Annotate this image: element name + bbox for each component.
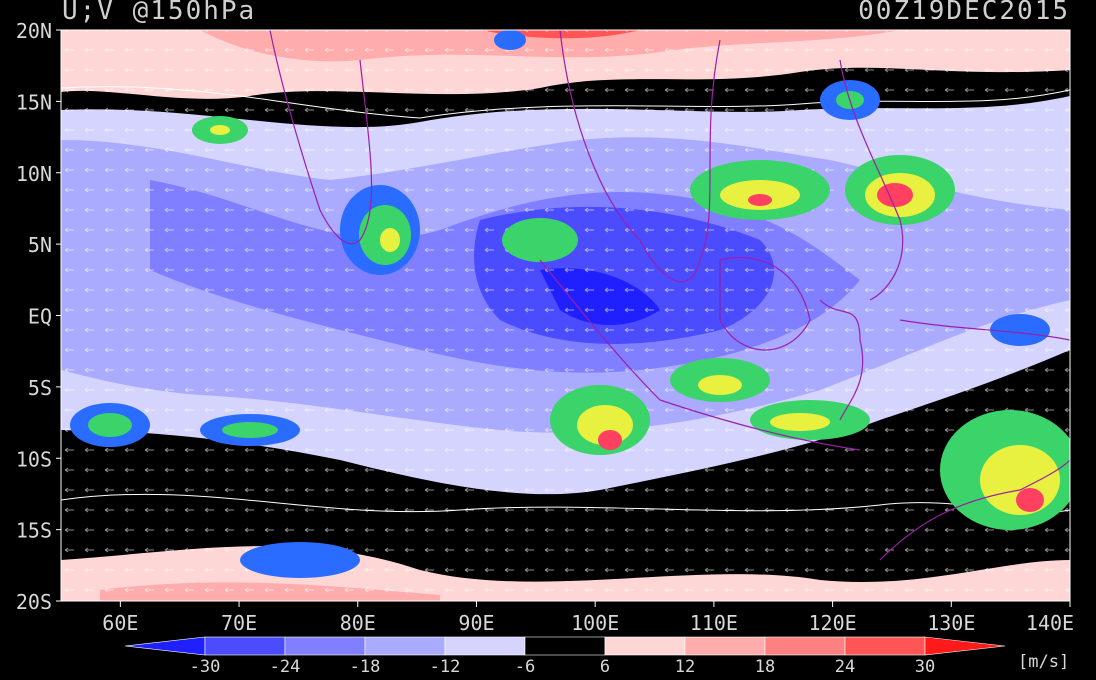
lat-tick-label: 10N <box>16 162 52 186</box>
colorbar-tick-label: 12 <box>675 657 695 677</box>
latitude-axis: 20N 15N 10N 5N EQ 5S 10S 15S 20S <box>16 19 61 614</box>
colorbar-tick-label: -30 <box>190 657 221 677</box>
coastlines <box>269 30 1070 561</box>
australia-coast <box>879 459 1070 561</box>
java-coast <box>659 399 861 451</box>
new-guinea-coast <box>899 319 1070 341</box>
lat-tick-label: 5N <box>28 233 52 257</box>
convection-overlay <box>70 30 1070 578</box>
wind-vectors <box>61 30 1070 601</box>
lon-tick-label: 80E <box>340 611 376 635</box>
map-title: U;V @150hPa <box>62 0 257 26</box>
lon-tick-label: 100E <box>571 611 619 635</box>
indochina-coast <box>559 30 721 283</box>
longitude-axis: 60E 70E 80E 90E 100E 110E 120E 130E 140E <box>102 601 1074 635</box>
colorbar-bin <box>604 636 686 656</box>
colorbar-bin <box>364 636 446 656</box>
lon-tick-label: 60E <box>102 611 138 635</box>
lon-tick-label: 110E <box>690 611 738 635</box>
colorbar-bin <box>444 636 526 656</box>
lat-tick-label: 15S <box>16 519 52 543</box>
colorbar-tick-label: -18 <box>350 657 381 677</box>
lat-tick-label: 20N <box>16 19 52 43</box>
colorbar-tick-label: 24 <box>835 657 855 677</box>
valid-time-label: 00Z19DEC2015 <box>858 0 1070 26</box>
lon-tick-label: 130E <box>927 611 975 635</box>
lat-tick-label: EQ <box>28 305 52 329</box>
convection-cell <box>240 542 360 578</box>
colorbar-bin <box>684 636 766 656</box>
colorbar-tick-label: -6 <box>515 657 535 677</box>
colorbar-tick-label: 6 <box>600 657 610 677</box>
colorbar: -30 -24 -18 -12 -6 6 12 18 24 30 <box>124 636 1006 677</box>
contour-north <box>61 86 1070 119</box>
colorbar-bin <box>844 636 926 656</box>
colorbar-bin <box>924 636 1006 656</box>
colorbar-tick-label: 30 <box>915 657 935 677</box>
convection-cell <box>990 314 1050 346</box>
lat-tick-label: 20S <box>16 590 52 614</box>
colorbar-tick-label: -12 <box>430 657 461 677</box>
convection-cell <box>502 218 578 262</box>
lon-tick-label: 90E <box>458 611 494 635</box>
lon-tick-label: 120E <box>809 611 857 635</box>
philippines-coast <box>839 59 904 301</box>
colorbar-bin <box>764 636 846 656</box>
colorbar-tick-label: 18 <box>755 657 775 677</box>
colorbar-bin <box>204 636 286 656</box>
colorbar-bin <box>284 636 366 656</box>
plot-area <box>61 30 1070 601</box>
colorbar-bin <box>124 636 206 656</box>
colorbar-bin <box>524 636 606 656</box>
colorbar-tick-label: -24 <box>270 657 301 677</box>
sumatra-coast <box>539 259 661 401</box>
borneo-coast <box>719 256 811 351</box>
convection-cell <box>494 30 526 50</box>
lat-tick-label: 10S <box>16 447 52 471</box>
indian-subcontinent-coast <box>269 30 373 245</box>
lon-tick-label: 140E <box>1026 611 1074 635</box>
colorbar-units: [m/s] <box>1018 652 1069 672</box>
sulawesi-coast <box>819 299 864 421</box>
lon-tick-label: 70E <box>221 611 257 635</box>
lat-tick-label: 5S <box>28 376 52 400</box>
lat-tick-label: 15N <box>16 90 52 114</box>
